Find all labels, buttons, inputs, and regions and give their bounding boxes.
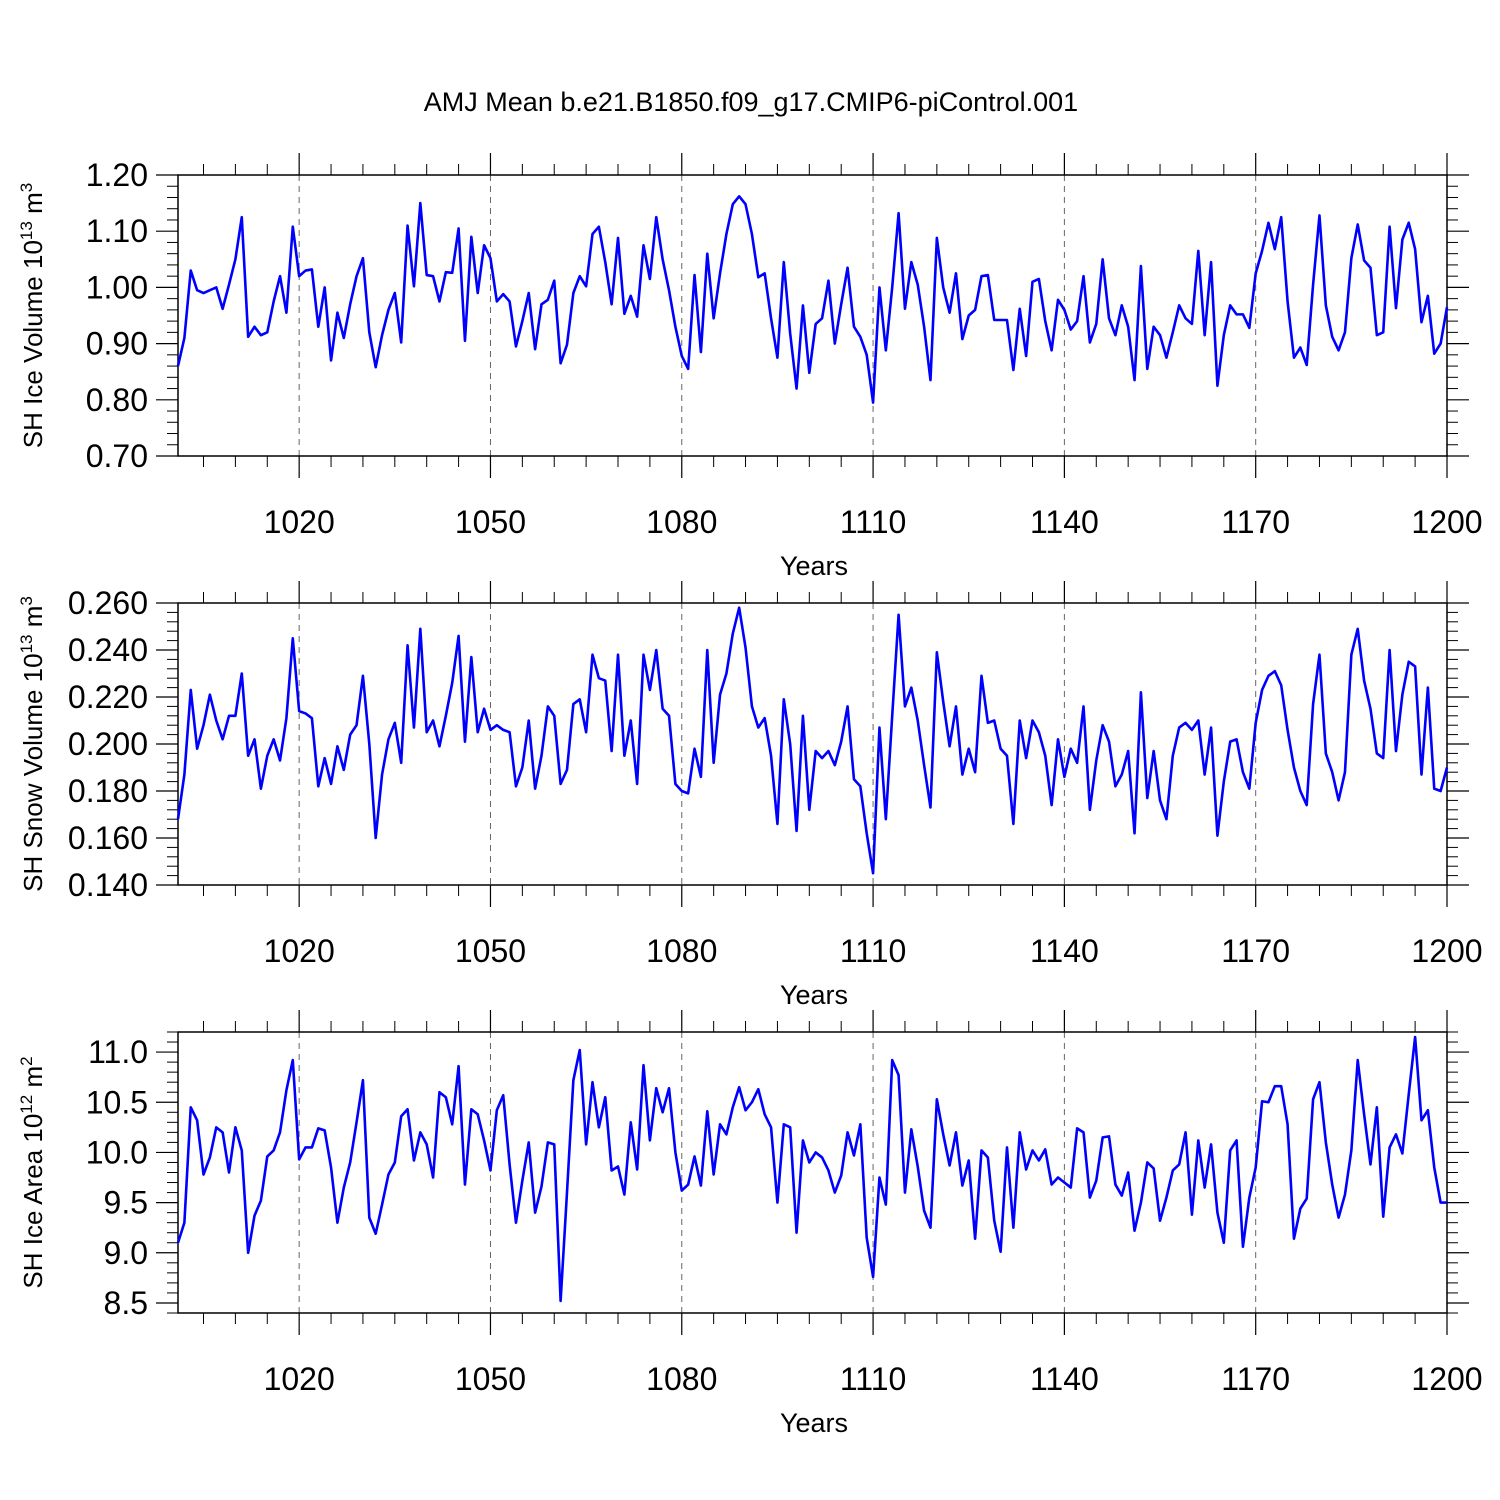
x-tick-label: 1140	[1030, 1361, 1099, 1397]
y-tick-label: 0.180	[68, 773, 148, 809]
x-tick-label: 1050	[455, 1361, 526, 1397]
y-axis-label: SH Ice Area 1012 m2	[17, 1056, 48, 1288]
series-line	[176, 195, 1449, 404]
x-tick-label: 1050	[455, 933, 526, 969]
x-tick-label: 1200	[1411, 933, 1482, 969]
y-tick-label: 10.0	[86, 1134, 148, 1170]
x-tick-label: 1170	[1221, 504, 1290, 540]
x-tick-label: 1170	[1221, 933, 1290, 969]
x-axis-label: Years	[780, 551, 848, 581]
y-tick-label: 9.5	[104, 1185, 148, 1221]
x-tick-label: 1170	[1221, 1361, 1290, 1397]
x-tick-label: 1020	[264, 504, 335, 540]
x-tick-label: 1110	[840, 933, 906, 969]
y-tick-label: 0.160	[68, 820, 148, 856]
plot-frame	[177, 174, 1448, 457]
panel-2: 0.140 0.160 0.180 0.200 0.220 0.240 0.260 1020 1…	[17, 581, 1483, 1010]
x-tick-label: 1140	[1030, 504, 1099, 540]
y-tick-label: 9.0	[104, 1235, 148, 1271]
panel-1: 0.70 0.80 0.90 1.00 1.10 1.20 1020 1050 1080 1110…	[17, 153, 1483, 581]
y-tick-label: 1.10	[86, 213, 148, 249]
y-tick-label: 8.5	[104, 1285, 148, 1321]
chart-panels: 0.70 0.80 0.90 1.00 1.10 1.20 1020 1050 1080 1110…	[17, 153, 1483, 1438]
x-tick-label: 1080	[646, 1361, 717, 1397]
y-tick-label: 0.240	[68, 632, 148, 668]
y-tick-label: 0.140	[68, 867, 148, 903]
series-line	[176, 606, 1449, 875]
y-tick-label: 11.0	[88, 1034, 148, 1070]
x-tick-label: 1140	[1030, 933, 1099, 969]
y-axis-label: SH Ice Volume 1013 m3	[17, 183, 48, 448]
x-tick-label: 1020	[264, 933, 335, 969]
x-axis-label: Years	[780, 1408, 848, 1438]
x-tick-label: 1020	[264, 1361, 335, 1397]
panel-3: 8.5 9.0 9.5 10.0 10.5 11.0 1020 1050 1080 1110 114…	[17, 1010, 1483, 1438]
y-tick-label: 0.90	[86, 326, 148, 362]
series-line	[176, 1035, 1447, 1303]
y-tick-label: 1.20	[86, 157, 148, 193]
x-tick-label: 1080	[646, 504, 717, 540]
chart-title: AMJ Mean b.e21.B1850.f09_g17.CMIP6-piCon…	[424, 87, 1078, 117]
y-axis-label: SH Snow Volume 1013 m3	[17, 596, 48, 892]
x-tick-label: 1200	[1411, 1361, 1482, 1397]
y-tick-label: 0.70	[86, 438, 148, 474]
y-tick-label: 0.80	[86, 382, 148, 418]
x-tick-label: 1050	[455, 504, 526, 540]
y-tick-label: 0.260	[68, 585, 148, 621]
y-tick-label: 1.00	[86, 269, 148, 305]
y-tick-label: 0.220	[68, 679, 148, 715]
x-tick-label: 1110	[840, 1361, 906, 1397]
y-tick-label: 10.5	[86, 1084, 148, 1120]
x-tick-label: 1110	[840, 504, 906, 540]
x-tick-label: 1200	[1411, 504, 1482, 540]
x-axis-label: Years	[780, 980, 848, 1010]
x-tick-label: 1080	[646, 933, 717, 969]
y-tick-label: 0.200	[68, 726, 148, 762]
